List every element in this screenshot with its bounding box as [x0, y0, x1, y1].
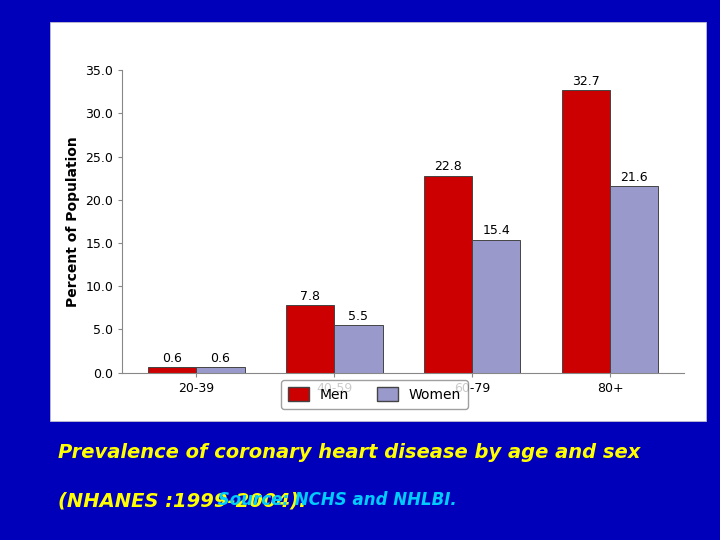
Bar: [610, 186, 659, 373]
Text: 0.6: 0.6: [210, 352, 230, 365]
Text: 21.6: 21.6: [621, 171, 648, 184]
Legend: Men, Women: Men, Women: [281, 380, 468, 409]
Text: 0.6: 0.6: [162, 352, 182, 365]
Bar: [334, 325, 382, 373]
Bar: [562, 90, 610, 373]
Text: 32.7: 32.7: [572, 75, 600, 88]
Text: (NHANES :1999-2004).: (NHANES :1999-2004).: [58, 491, 306, 510]
Text: 22.8: 22.8: [434, 160, 462, 173]
Text: Source: NCHS and NHLBI.: Source: NCHS and NHLBI.: [212, 491, 457, 509]
Text: 5.5: 5.5: [348, 310, 369, 323]
Bar: [286, 305, 334, 373]
Bar: [424, 176, 472, 373]
Text: Prevalence of coronary heart disease by age and sex: Prevalence of coronary heart disease by …: [58, 443, 640, 462]
Text: 15.4: 15.4: [482, 225, 510, 238]
Y-axis label: Percent of Population: Percent of Population: [66, 136, 80, 307]
Text: 7.8: 7.8: [300, 290, 320, 303]
Bar: [472, 240, 521, 373]
Bar: [197, 367, 245, 373]
Bar: [148, 367, 197, 373]
